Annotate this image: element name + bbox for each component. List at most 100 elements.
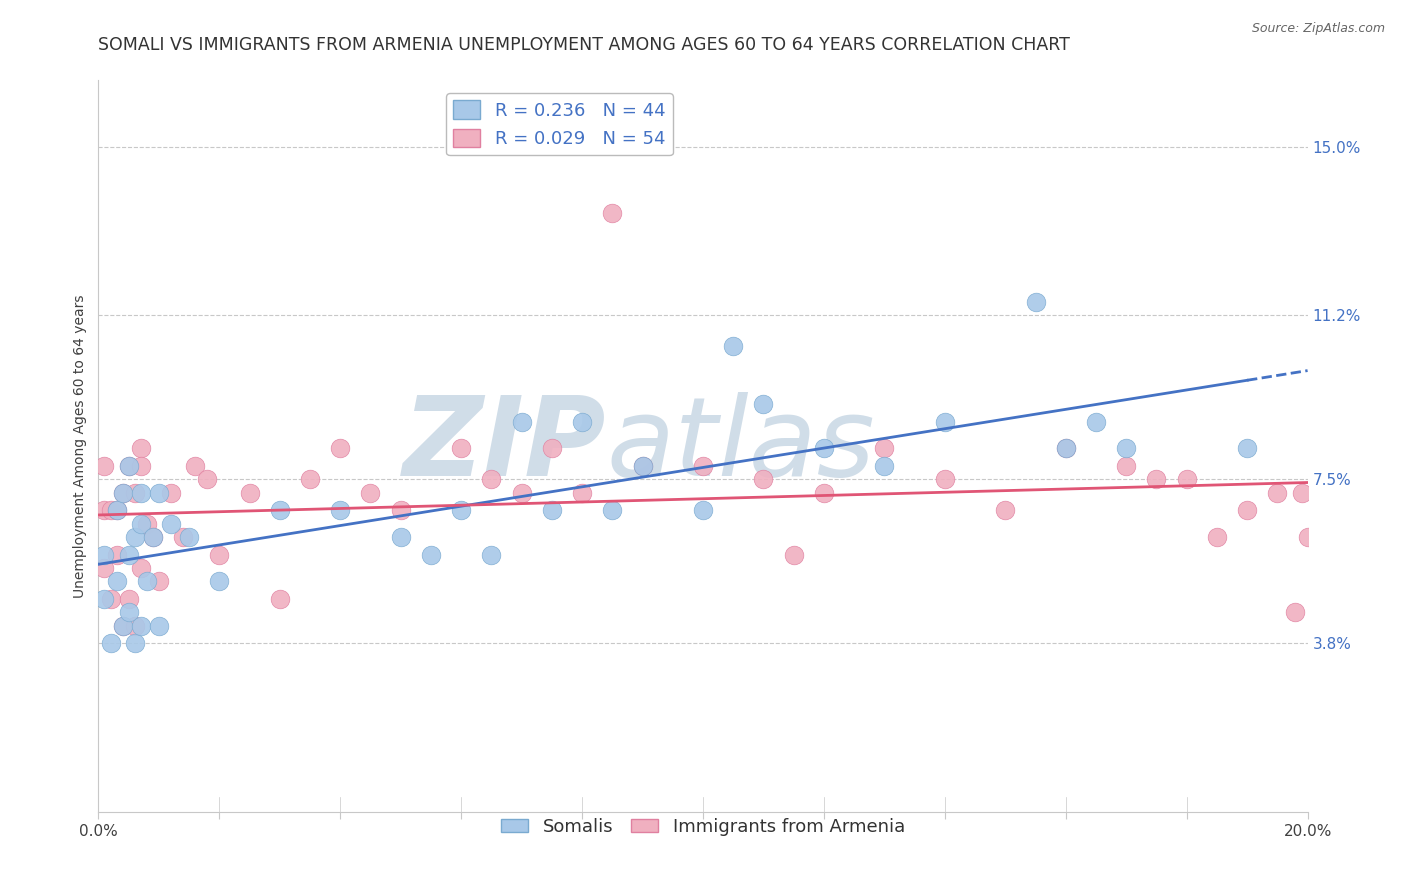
- Point: [129, 458, 152, 473]
- Point: [360, 485, 382, 500]
- Text: atlas: atlas: [606, 392, 875, 500]
- Point: [142, 530, 165, 544]
- Point: [129, 561, 152, 575]
- Point: [540, 441, 562, 455]
- Point: [124, 618, 146, 632]
- Point: [510, 415, 533, 429]
- Point: [602, 503, 624, 517]
- Point: [129, 485, 152, 500]
- Point: [1054, 441, 1077, 455]
- Point: [510, 485, 533, 500]
- Point: [1115, 458, 1137, 473]
- Point: [813, 485, 835, 500]
- Point: [105, 503, 128, 517]
- Point: [195, 472, 218, 486]
- Point: [93, 591, 115, 606]
- Point: [129, 516, 152, 531]
- Point: [540, 503, 562, 517]
- Point: [1284, 605, 1306, 619]
- Point: [1291, 485, 1313, 500]
- Point: [93, 548, 115, 562]
- Point: [100, 636, 122, 650]
- Point: [239, 485, 262, 500]
- Point: [631, 458, 654, 473]
- Point: [1206, 530, 1229, 544]
- Point: [752, 397, 775, 411]
- Point: [571, 485, 593, 500]
- Point: [179, 530, 201, 544]
- Point: [1115, 441, 1137, 455]
- Point: [450, 441, 472, 455]
- Point: [111, 485, 134, 500]
- Text: SOMALI VS IMMIGRANTS FROM ARMENIA UNEMPLOYMENT AMONG AGES 60 TO 64 YEARS CORRELA: SOMALI VS IMMIGRANTS FROM ARMENIA UNEMPL…: [98, 36, 1070, 54]
- Point: [389, 503, 412, 517]
- Point: [481, 548, 503, 562]
- Point: [1267, 485, 1289, 500]
- Point: [148, 485, 170, 500]
- Point: [934, 472, 956, 486]
- Point: [124, 485, 146, 500]
- Point: [124, 636, 146, 650]
- Point: [934, 415, 956, 429]
- Point: [105, 548, 128, 562]
- Point: [631, 458, 654, 473]
- Point: [148, 574, 170, 589]
- Point: [481, 472, 503, 486]
- Point: [118, 458, 141, 473]
- Point: [135, 574, 157, 589]
- Legend: Somalis, Immigrants from Armenia: Somalis, Immigrants from Armenia: [494, 811, 912, 843]
- Point: [124, 530, 146, 544]
- Point: [752, 472, 775, 486]
- Point: [111, 485, 134, 500]
- Point: [105, 574, 128, 589]
- Point: [1236, 441, 1258, 455]
- Point: [184, 458, 207, 473]
- Point: [420, 548, 443, 562]
- Point: [602, 206, 624, 220]
- Point: [148, 618, 170, 632]
- Point: [1144, 472, 1167, 486]
- Point: [118, 605, 141, 619]
- Point: [269, 503, 291, 517]
- Point: [93, 561, 115, 575]
- Point: [135, 516, 157, 531]
- Text: Source: ZipAtlas.com: Source: ZipAtlas.com: [1251, 22, 1385, 36]
- Point: [1085, 415, 1108, 429]
- Point: [100, 591, 122, 606]
- Point: [111, 618, 134, 632]
- Point: [269, 591, 291, 606]
- Point: [723, 339, 745, 353]
- Point: [389, 530, 412, 544]
- Point: [1296, 530, 1319, 544]
- Point: [118, 458, 141, 473]
- Point: [93, 503, 115, 517]
- Point: [208, 574, 231, 589]
- Text: ZIP: ZIP: [402, 392, 606, 500]
- Point: [873, 441, 896, 455]
- Point: [329, 441, 352, 455]
- Point: [160, 516, 183, 531]
- Point: [93, 458, 115, 473]
- Point: [1236, 503, 1258, 517]
- Point: [1054, 441, 1077, 455]
- Point: [118, 591, 141, 606]
- Point: [1024, 294, 1046, 309]
- Point: [299, 472, 322, 486]
- Point: [994, 503, 1017, 517]
- Point: [450, 503, 472, 517]
- Point: [329, 503, 352, 517]
- Point: [111, 618, 134, 632]
- Point: [571, 415, 593, 429]
- Point: [783, 548, 806, 562]
- Point: [813, 441, 835, 455]
- Point: [873, 458, 896, 473]
- Point: [692, 458, 714, 473]
- Point: [105, 503, 128, 517]
- Point: [208, 548, 231, 562]
- Point: [142, 530, 165, 544]
- Y-axis label: Unemployment Among Ages 60 to 64 years: Unemployment Among Ages 60 to 64 years: [73, 294, 87, 598]
- Point: [172, 530, 194, 544]
- Point: [1175, 472, 1198, 486]
- Point: [129, 441, 152, 455]
- Point: [118, 548, 141, 562]
